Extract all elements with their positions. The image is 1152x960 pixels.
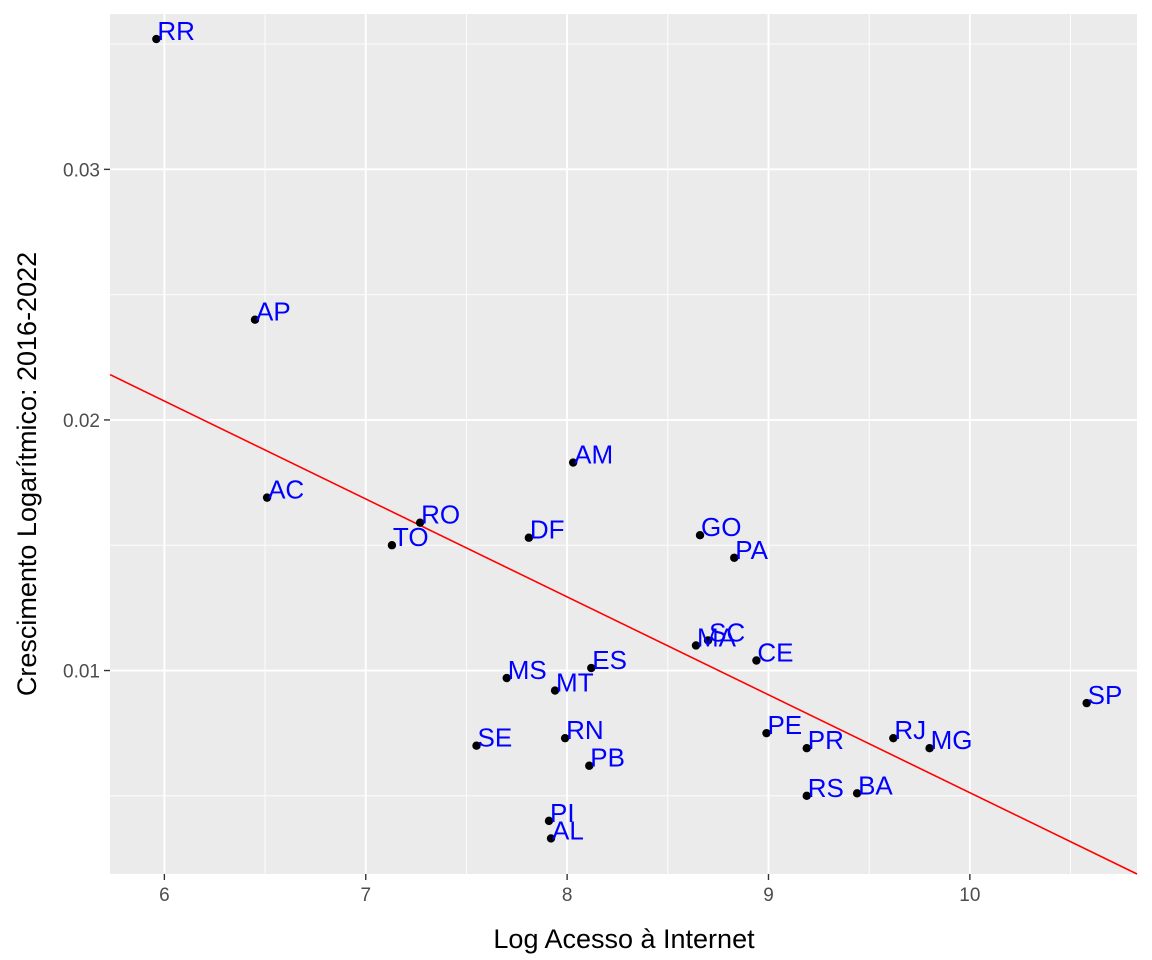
point-label-al: AL bbox=[552, 815, 584, 845]
data-point-to bbox=[387, 541, 397, 550]
point-label-rr: RR bbox=[157, 16, 195, 46]
point-label-rj: RJ bbox=[894, 715, 926, 745]
point-label-ms: MS bbox=[508, 655, 547, 685]
data-point-mg bbox=[925, 744, 934, 753]
trend-line bbox=[109, 373, 1138, 875]
x-tick-label: 7 bbox=[360, 885, 371, 906]
point-label-ro: RO bbox=[421, 500, 460, 530]
data-point-se bbox=[472, 741, 481, 750]
x-tick-label: 6 bbox=[159, 885, 170, 906]
data-point-ro bbox=[415, 518, 425, 527]
data-point-pe bbox=[762, 728, 771, 738]
point-label-sp: SP bbox=[1088, 680, 1123, 710]
data-point-ma bbox=[691, 641, 701, 650]
point-label-pa: PA bbox=[735, 535, 768, 565]
point-label-mg: MG bbox=[931, 725, 973, 755]
data-point-rn bbox=[560, 733, 570, 743]
point-label-ac: AC bbox=[268, 475, 304, 505]
data-point-ms bbox=[502, 673, 511, 683]
x-axis-title: Log Acesso à Internet bbox=[493, 924, 755, 954]
point-label-rs: RS bbox=[808, 773, 844, 803]
x-tick-label: 10 bbox=[959, 885, 980, 906]
point-label-pe: PE bbox=[767, 710, 802, 740]
point-label-ma: MA bbox=[697, 622, 737, 652]
point-label-ap: AP bbox=[256, 297, 291, 327]
data-point-ba bbox=[852, 789, 862, 798]
x-axis-ticks: 6 7 8 9 10 bbox=[159, 874, 980, 906]
data-point-pa bbox=[730, 553, 739, 562]
point-label-ce: CE bbox=[757, 638, 793, 668]
point-label-pb: PB bbox=[590, 743, 625, 773]
data-point-pb bbox=[585, 761, 594, 770]
grid-major bbox=[110, 14, 1137, 874]
y-axis-title: Crescimento Logarítmico: 2016-2022 bbox=[12, 252, 42, 696]
data-point-al bbox=[546, 834, 556, 843]
data-point-rs bbox=[802, 791, 811, 801]
data-point-go bbox=[695, 531, 705, 540]
point-label-pr: PR bbox=[808, 725, 844, 755]
point-label-se: SE bbox=[477, 723, 512, 753]
y-tick-label: 0.03 bbox=[63, 160, 100, 181]
grid-minor bbox=[110, 14, 1137, 874]
y-tick-label: 0.01 bbox=[63, 662, 100, 683]
x-tick-label: 8 bbox=[562, 885, 573, 906]
point-label-rn: RN bbox=[566, 715, 604, 745]
data-point-mt bbox=[550, 686, 560, 695]
y-tick-label: 0.02 bbox=[63, 411, 100, 432]
point-label-ba: BA bbox=[858, 770, 893, 800]
data-point-ap bbox=[250, 315, 260, 324]
point-label-pi: PI bbox=[550, 798, 575, 828]
point-label-mt: MT bbox=[556, 668, 594, 698]
data-point-ce bbox=[752, 656, 761, 665]
data-point-rr bbox=[152, 34, 161, 44]
data-point-pr bbox=[802, 744, 811, 753]
data-point-es bbox=[587, 663, 596, 673]
data-point-sp bbox=[1082, 698, 1091, 708]
data-point-sc bbox=[703, 636, 713, 645]
data-point-am bbox=[568, 458, 578, 467]
data-point-df bbox=[524, 533, 534, 542]
point-label-es: ES bbox=[592, 645, 627, 675]
point-label-to: TO bbox=[393, 522, 429, 552]
data-points bbox=[152, 34, 1091, 843]
point-label-df: DF bbox=[530, 515, 565, 545]
x-tick-label: 9 bbox=[763, 885, 774, 906]
point-label-am: AM bbox=[574, 440, 613, 470]
y-axis-ticks: 0.01 0.02 0.03 bbox=[63, 160, 110, 683]
data-point-pi bbox=[544, 816, 554, 826]
plot-panel bbox=[110, 14, 1137, 874]
data-point-rj bbox=[889, 733, 898, 743]
point-label-sc: SC bbox=[709, 617, 745, 647]
data-point-ac bbox=[262, 493, 272, 502]
point-label-go: GO bbox=[701, 512, 741, 542]
